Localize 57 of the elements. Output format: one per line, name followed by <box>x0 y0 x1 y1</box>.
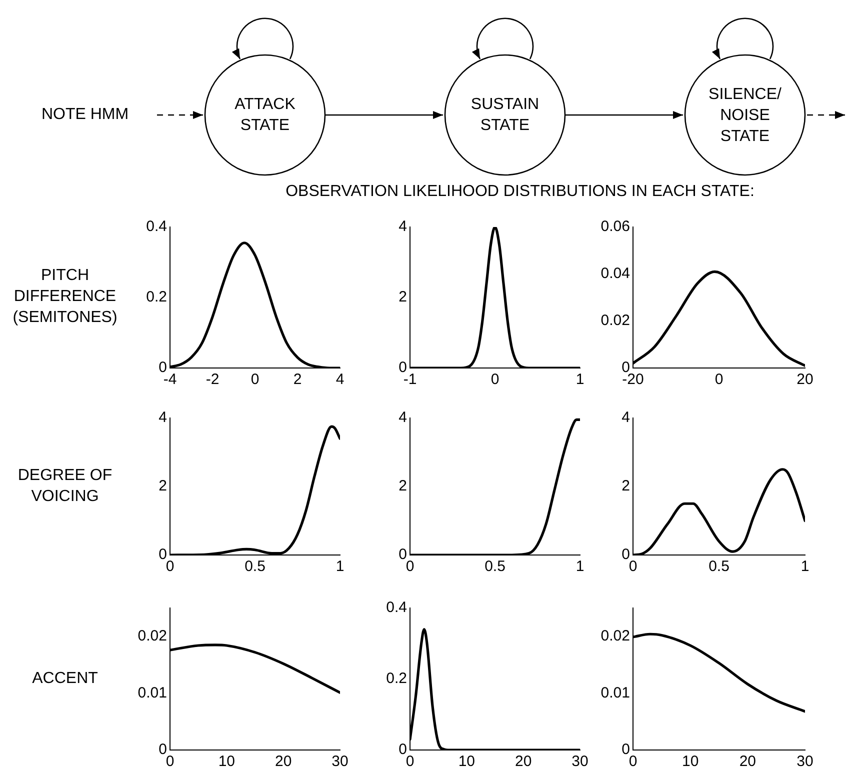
y-tick-label: 0 <box>398 546 407 564</box>
x-tick-label: 20 <box>739 753 756 770</box>
x-tick-label: 1 <box>800 558 810 576</box>
x-tick-label: 10 <box>458 753 476 770</box>
y-tick-label: 0.02 <box>600 312 630 330</box>
y-tick-label: 0.2 <box>146 288 167 306</box>
y-tick-label: 4 <box>398 218 407 236</box>
x-tick-label: 20 <box>514 753 532 770</box>
y-tick-label: 0.02 <box>600 628 630 645</box>
x-tick-label: 0 <box>490 371 500 388</box>
y-tick-label: 2 <box>622 478 630 495</box>
y-tick-label: 2 <box>398 288 407 306</box>
y-axis-title: ACCENT <box>31 668 99 688</box>
y-tick-label: 0.01 <box>600 684 630 702</box>
y-tick-label: 4 <box>398 409 407 426</box>
y-tick-label: 0.06 <box>600 218 630 236</box>
text: OBSERVATION LIKELIHOOD DISTRIBUTIONS IN EACH STATE: <box>284 182 756 202</box>
x-tick-label: 0.5 <box>484 558 506 576</box>
text: NOTE HMM <box>40 105 130 125</box>
y-tick-label: 0 <box>622 546 630 564</box>
y-axis-title: DEGREE OF VOICING <box>16 466 114 506</box>
text: ATTACK STATE <box>234 95 296 136</box>
y-tick-label: 2 <box>158 478 167 495</box>
x-tick-label: 20 <box>796 371 814 388</box>
text: SUSTAIN STATE <box>470 95 540 136</box>
x-tick-label: 1 <box>336 558 344 576</box>
x-tick-label: 20 <box>274 753 292 770</box>
y-tick-label: 0 <box>622 741 630 758</box>
y-tick-label: 4 <box>622 409 630 426</box>
x-tick-label: 1 <box>576 371 584 388</box>
y-tick-label: 2 <box>398 478 407 495</box>
y-tick-label: 0.2 <box>386 670 407 688</box>
y-tick-label: 0.4 <box>386 599 407 616</box>
y-tick-label: 0 <box>398 741 407 758</box>
x-tick-label: 0 <box>714 371 724 388</box>
y-tick-label: 0.01 <box>138 684 167 702</box>
x-tick-label: -2 <box>206 371 220 388</box>
x-tick-label: 30 <box>332 753 348 770</box>
x-tick-label: 4 <box>336 371 344 388</box>
text: SILENCE/ NOISE STATE <box>708 84 782 146</box>
x-tick-label: 2 <box>293 371 302 388</box>
y-tick-label: 0 <box>158 741 167 758</box>
y-axis-title: PITCH DIFFERENCE (SEMITONES) <box>12 266 118 328</box>
x-tick-label: 10 <box>682 753 699 770</box>
x-tick-label: 10 <box>218 753 236 770</box>
y-tick-label: 0 <box>158 546 167 564</box>
y-tick-label: 0.4 <box>146 218 167 236</box>
x-tick-label: 0.5 <box>708 558 730 576</box>
x-tick-label: 0.5 <box>244 558 266 576</box>
x-tick-label: 0 <box>250 371 260 388</box>
y-tick-label: 0.02 <box>138 628 167 645</box>
x-tick-label: 30 <box>572 753 588 770</box>
x-tick-label: 1 <box>576 558 584 576</box>
x-tick-label: 30 <box>796 753 814 770</box>
y-tick-label: 4 <box>158 409 167 426</box>
y-tick-label: 0.04 <box>600 265 630 282</box>
x-tick-label: -20 <box>622 371 644 388</box>
